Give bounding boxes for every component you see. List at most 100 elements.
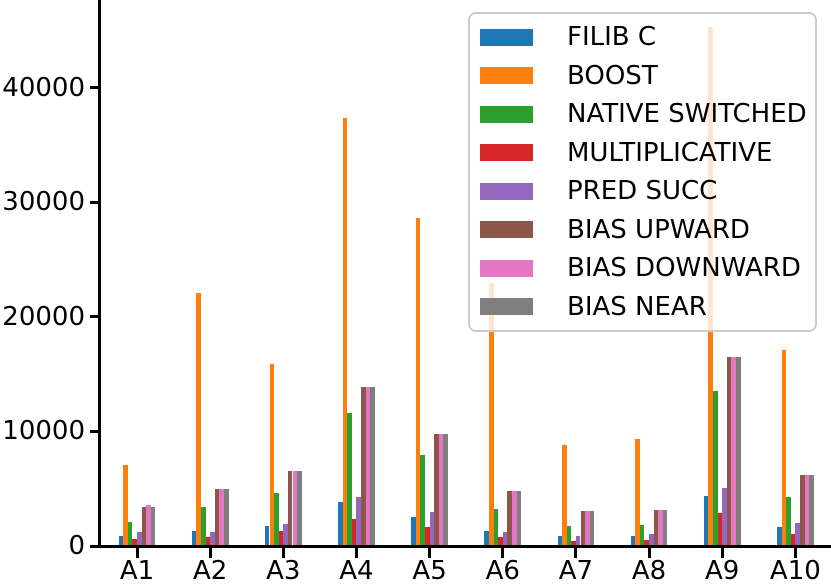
bar-native-switched-a1 [127,521,133,546]
bar-pred-succ-a1 [137,532,142,546]
y-tick-label: 0 [68,531,85,561]
bar-bias-upward-a8 [653,509,659,546]
legend-swatch-icon [480,221,533,239]
legend-label: FILIB C [567,22,657,53]
legend-item-pred-succ: PRED SUCC [480,172,815,210]
legend-swatch-icon [480,259,533,277]
y-tick-label: 40000 [2,72,85,103]
bar-bias-near-a1 [150,506,156,546]
x-tick-mark [281,548,285,558]
x-tick-mark [647,548,651,558]
bar-bias-downward-a3 [292,470,298,546]
bar-boost-a1 [123,464,128,546]
bar-multiplicative-a1 [132,538,137,546]
bar-filib-c-a9 [703,496,709,546]
bar-multiplicative-a4 [351,518,357,546]
bar-bias-downward-a2 [219,489,224,546]
legend-label: BIAS NEAR [567,291,707,322]
bar-filib-c-a5 [411,517,416,546]
bar-pred-succ-a6 [502,531,508,546]
bar-native-switched-a9 [713,391,718,546]
y-tick-label: 30000 [2,187,85,218]
bar-filib-c-a3 [264,525,270,546]
legend-label: BIAS DOWNWARD [567,253,801,284]
x-axis-line [98,545,831,548]
bar-boost-a4 [342,118,348,546]
bar-native-switched-a10 [786,497,791,546]
bar-bias-upward-a1 [141,506,147,546]
bar-pred-succ-a7 [575,535,581,546]
bar-boost-a5 [415,218,421,546]
bar-filib-c-a7 [557,536,563,546]
legend-swatch-icon [480,298,533,315]
bar-bias-upward-a7 [580,511,586,546]
x-tick-label-a7: A7 [558,556,594,586]
x-tick-label-a8: A8 [631,556,667,586]
x-tick-label-a10: A10 [769,556,821,586]
x-tick-mark [501,548,505,558]
bar-bias-near-a6 [516,491,522,546]
bar-boost-a8 [635,438,640,546]
x-tick-mark [135,548,139,558]
legend-label: NATIVE SWITCHED [567,99,807,130]
y-tick-label: 20000 [2,301,85,332]
bar-filib-c-a1 [118,536,124,546]
bar-filib-c-a10 [776,527,782,546]
legend-item-filib-c: FILIB C [480,18,815,56]
y-tick-mark [90,315,99,319]
x-tick-label-a9: A9 [705,556,740,586]
bar-pred-succ-a8 [649,533,654,546]
bar-bias-downward-a5 [438,433,444,546]
legend-item-bias-downward: BIAS DOWNWARD [480,249,815,287]
bar-bias-near-a9 [736,357,741,546]
bar-bias-upward-a10 [799,475,805,546]
bar-bias-near-a2 [223,489,229,546]
legend-swatch-icon [480,67,533,85]
bar-bias-near-a4 [370,386,375,546]
bar-filib-c-a8 [630,535,636,546]
legend-label: BOOST [567,60,658,91]
bar-filib-c-a2 [191,530,197,546]
bar-pred-succ-a2 [210,531,215,546]
bar-native-switched-a5 [420,454,425,546]
legend: FILIB C BOOST NATIVE SWITCHED MULTIPLICATIV… [468,12,817,332]
legend-item-boost: BOOST [480,57,815,95]
bar-multiplicative-a7 [571,540,576,546]
y-tick-mark [90,429,99,433]
y-axis-line [98,0,101,548]
bar-bias-downward-a6 [511,491,517,546]
x-tick-label-a1: A1 [119,556,155,586]
y-tick-mark [90,544,99,548]
x-tick-mark [208,548,212,558]
bar-pred-succ-a5 [429,512,435,546]
bar-pred-succ-a4 [356,496,362,546]
y-tick-label: 10000 [2,416,85,447]
bar-multiplicative-a10 [790,533,796,546]
bar-bias-near-a8 [662,509,668,546]
legend-swatch-icon [480,105,533,123]
bar-boost-a7 [562,444,567,546]
x-tick-mark [793,548,797,558]
x-tick-label-a4: A4 [339,556,374,586]
bar-bias-near-a3 [297,470,302,546]
bar-bias-near-a5 [443,433,448,546]
bar-native-switched-a8 [639,525,645,546]
bar-bias-downward-a4 [365,387,371,546]
legend-item-multiplicative: MULTIPLICATIVE [480,134,815,172]
x-tick-label-a6: A6 [485,556,520,586]
bar-bias-upward-a6 [507,491,512,546]
bar-bias-upward-a2 [214,489,220,546]
bar-filib-c-a6 [484,530,489,546]
legend-label: BIAS UPWARD [567,214,750,245]
x-tick-mark [354,548,358,558]
legend-label: MULTIPLICATIVE [567,137,773,168]
legend-item-native-switched: NATIVE SWITCHED [480,95,815,133]
legend-item-bias-upward: BIAS UPWARD [480,211,815,249]
x-tick-mark [428,548,432,558]
bar-pred-succ-a3 [283,524,288,546]
x-tick-label-a3: A3 [266,556,301,586]
bar-bias-upward-a5 [434,433,439,546]
legend-label: PRED SUCC [567,176,718,207]
x-tick-mark [574,548,578,558]
